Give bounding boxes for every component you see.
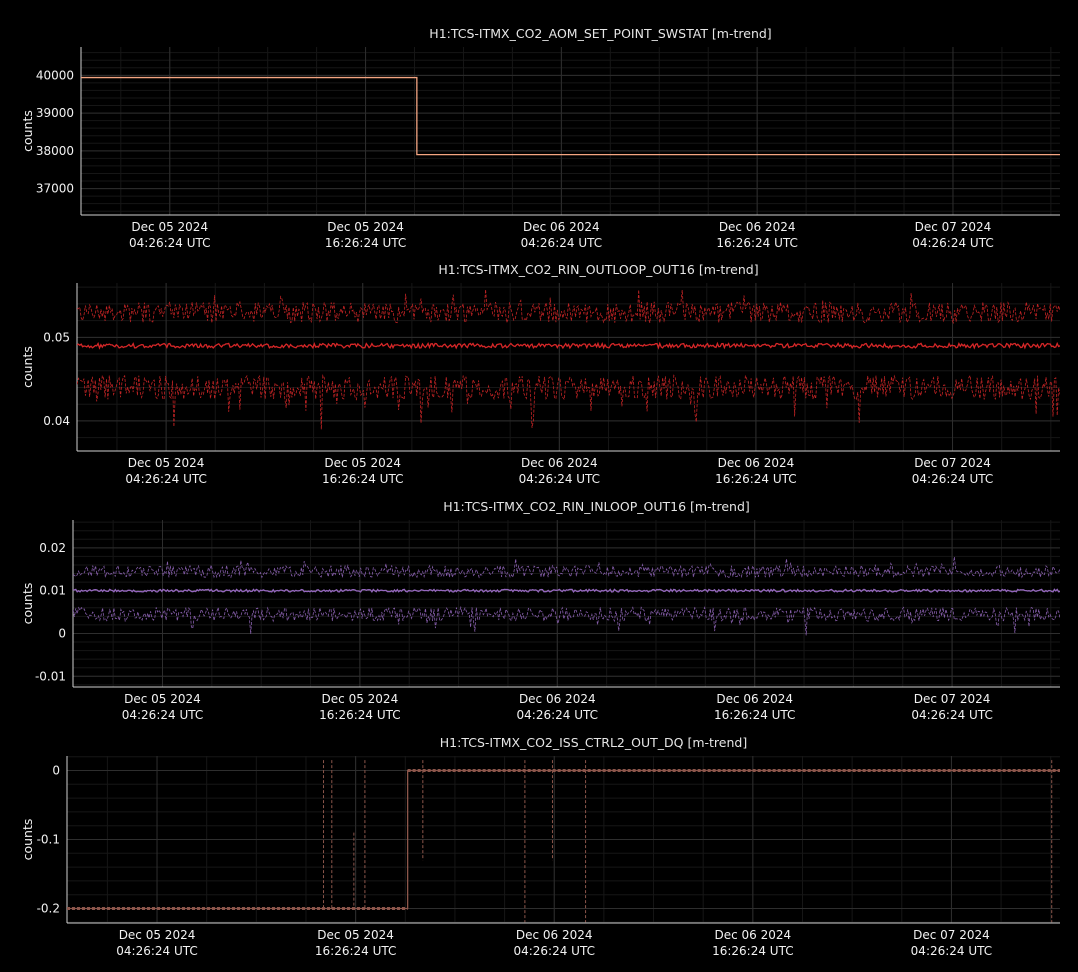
chart-panel-2: Dec 05 2024 04:26:24 UTC Dec 05 2024 16:26:… bbox=[0, 262, 1078, 499]
x-tick-label-date: Dec 06 2024 bbox=[516, 928, 593, 942]
x-tick-label-date: Dec 05 2024 bbox=[131, 220, 208, 234]
x-tick-label-date: Dec 06 2024 bbox=[523, 220, 600, 234]
x-tick-label-time: 16:26:24 UTC bbox=[716, 236, 798, 250]
y-axis-label: counts bbox=[20, 583, 35, 625]
chart-title: H1:TCS-ITMX_CO2_AOM_SET_POINT_SWSTAT [m-… bbox=[429, 26, 771, 41]
x-tick-label-time: 04:26:24 UTC bbox=[912, 472, 994, 486]
series-mean-line bbox=[67, 769, 1060, 910]
chart-panel-3: Dec 05 2024 04:26:24 UTC Dec 05 2024 16:26:… bbox=[0, 499, 1078, 735]
y-tick-label: 0.04 bbox=[43, 414, 70, 428]
x-tick-label-date: Dec 05 2024 bbox=[124, 692, 201, 706]
tick-label-clip-right bbox=[1061, 217, 1078, 251]
tick-label-clip-right bbox=[1061, 925, 1078, 959]
x-tick-label-date: Dec 05 2024 bbox=[324, 456, 401, 470]
series-mean-line bbox=[77, 341, 1060, 350]
chart-panel-1: Dec 05 2024 04:26:24 UTC Dec 05 2024 16:26:… bbox=[0, 26, 1078, 263]
plot-area bbox=[81, 76, 1060, 156]
x-tick-label-date: Dec 07 2024 bbox=[914, 692, 991, 706]
tick-label-clip bbox=[0, 957, 1078, 971]
x-tick-label-time: 04:26:24 UTC bbox=[513, 944, 595, 958]
plot-area bbox=[77, 289, 1060, 430]
series-max-line bbox=[77, 289, 1060, 325]
x-tick-label-date: Dec 05 2024 bbox=[322, 692, 399, 706]
y-tick-label: -0.2 bbox=[37, 902, 60, 916]
y-tick-label: 0 bbox=[52, 763, 60, 777]
plot-area bbox=[73, 556, 1060, 636]
x-tick-label-time: 04:26:24 UTC bbox=[517, 708, 599, 722]
x-tick-label-date: Dec 05 2024 bbox=[317, 928, 394, 942]
x-tick-label-time: 04:26:24 UTC bbox=[122, 708, 204, 722]
chart-title: H1:TCS-ITMX_CO2_RIN_INLOOP_OUT16 [m-tren… bbox=[443, 499, 750, 514]
y-tick-label: 40000 bbox=[36, 68, 74, 82]
y-tick-label: 0 bbox=[58, 626, 66, 640]
x-tick-label-date: Dec 07 2024 bbox=[913, 928, 990, 942]
x-tick-label-time: 04:26:24 UTC bbox=[129, 236, 211, 250]
series-min-line bbox=[77, 374, 1060, 430]
chart-title: H1:TCS-ITMX_CO2_RIN_OUTLOOP_OUT16 [m-tre… bbox=[438, 262, 758, 277]
y-axis-label: counts bbox=[20, 110, 35, 152]
x-tick-label-date: Dec 06 2024 bbox=[718, 456, 795, 470]
series-max-line bbox=[67, 768, 1060, 909]
x-tick-label-time: 04:26:24 UTC bbox=[116, 944, 198, 958]
y-tick-label: -0.01 bbox=[35, 669, 66, 683]
x-tick-label-date: Dec 07 2024 bbox=[915, 220, 992, 234]
y-tick-label: 38000 bbox=[36, 144, 74, 158]
y-tick-label: 37000 bbox=[36, 182, 74, 196]
x-tick-label-time: 04:26:24 UTC bbox=[125, 472, 207, 486]
series-mean-line bbox=[73, 588, 1060, 594]
x-tick-label-date: Dec 07 2024 bbox=[914, 456, 991, 470]
plot-area bbox=[67, 760, 1060, 923]
tick-label-clip-right bbox=[1061, 689, 1078, 723]
x-tick-label-time: 16:26:24 UTC bbox=[715, 472, 797, 486]
y-tick-label: 39000 bbox=[36, 106, 74, 120]
tick-label-clip-right bbox=[1061, 453, 1078, 487]
x-tick-label-time: 16:26:24 UTC bbox=[712, 944, 794, 958]
x-tick-label-date: Dec 05 2024 bbox=[119, 928, 196, 942]
x-tick-label-date: Dec 06 2024 bbox=[716, 692, 793, 706]
tick-label-clip bbox=[0, 721, 1078, 735]
y-tick-label: 0.02 bbox=[39, 541, 66, 555]
x-tick-label-time: 04:26:24 UTC bbox=[519, 472, 601, 486]
tick-label-clip bbox=[0, 485, 1078, 499]
x-tick-label-time: 04:26:24 UTC bbox=[911, 708, 993, 722]
x-tick-label-date: Dec 05 2024 bbox=[327, 220, 404, 234]
x-tick-label-time: 16:26:24 UTC bbox=[319, 708, 401, 722]
x-tick-label-date: Dec 06 2024 bbox=[521, 456, 598, 470]
y-axis-label: counts bbox=[20, 346, 35, 388]
series-min-line bbox=[67, 770, 1060, 911]
chart-title: H1:TCS-ITMX_CO2_ISS_CTRL2_OUT_DQ [m-tren… bbox=[440, 735, 747, 750]
x-tick-label-time: 16:26:24 UTC bbox=[315, 944, 397, 958]
x-tick-label-time: 04:26:24 UTC bbox=[911, 944, 993, 958]
x-tick-label-time: 16:26:24 UTC bbox=[325, 236, 407, 250]
x-tick-label-date: Dec 06 2024 bbox=[519, 692, 596, 706]
y-tick-label: 0.01 bbox=[39, 584, 66, 598]
x-tick-label-time: 04:26:24 UTC bbox=[521, 236, 603, 250]
series-max-line bbox=[73, 556, 1060, 579]
y-axis-label: counts bbox=[20, 819, 35, 861]
series-min-line bbox=[73, 605, 1060, 636]
series-mean-line bbox=[81, 76, 1060, 156]
x-tick-label-date: Dec 06 2024 bbox=[719, 220, 796, 234]
x-tick-label-time: 16:26:24 UTC bbox=[714, 708, 796, 722]
x-tick-label-time: 16:26:24 UTC bbox=[322, 472, 404, 486]
x-tick-label-time: 04:26:24 UTC bbox=[912, 236, 994, 250]
y-tick-label: 0.05 bbox=[43, 330, 70, 344]
tick-label-clip bbox=[0, 249, 1078, 263]
x-tick-label-date: Dec 05 2024 bbox=[128, 456, 205, 470]
y-tick-label: -0.1 bbox=[37, 833, 60, 847]
x-tick-label-date: Dec 06 2024 bbox=[714, 928, 791, 942]
chart-panel-4: Dec 05 2024 04:26:24 UTC Dec 05 2024 16:26:… bbox=[0, 735, 1078, 971]
